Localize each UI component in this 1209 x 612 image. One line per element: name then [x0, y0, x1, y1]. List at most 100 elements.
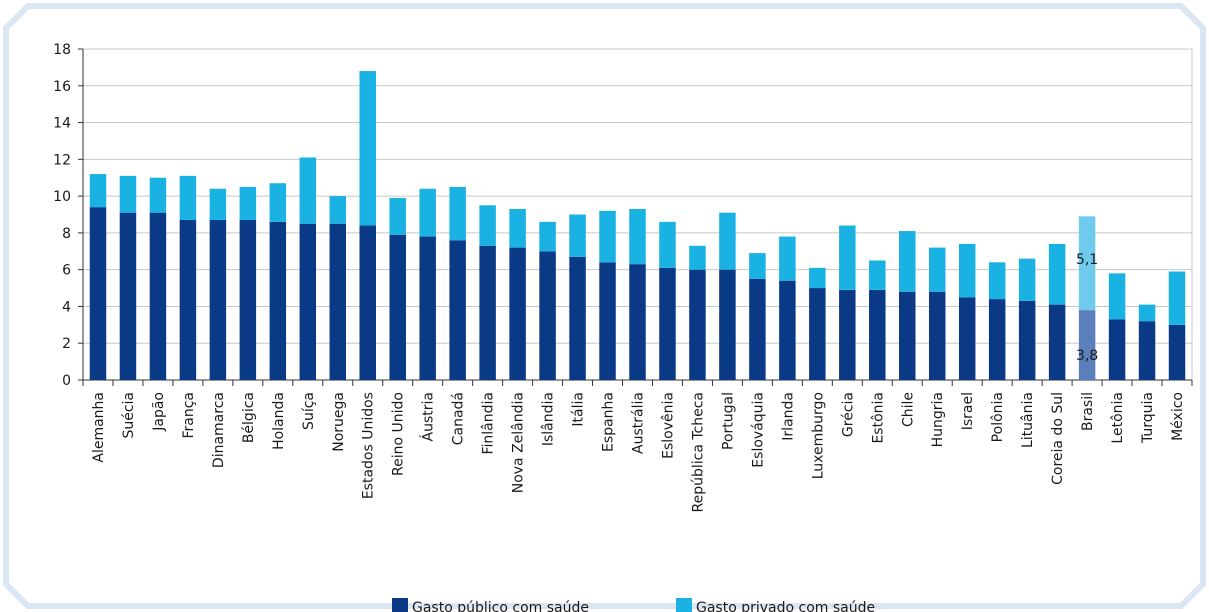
x-tick-label: Estados Unidos — [361, 392, 377, 499]
x-tick-label: Irlanda — [780, 392, 796, 441]
legend-swatch-private — [676, 598, 692, 612]
bar-private-6 — [269, 183, 287, 222]
x-tick-label: Brasil — [1080, 392, 1096, 431]
x-tick-label: Islândia — [541, 392, 557, 446]
x-tick-label: México — [1170, 392, 1186, 441]
bar-private-26 — [869, 260, 886, 290]
bar-public-1 — [119, 212, 137, 380]
bar-private-3 — [179, 175, 197, 221]
x-tick-label: França — [181, 392, 197, 439]
bar-public-26 — [869, 289, 886, 380]
x-tick-label: Bélgica — [241, 392, 257, 443]
bar-private-25 — [839, 225, 856, 290]
bar-public-21 — [719, 269, 736, 380]
bar-public-30 — [988, 299, 1006, 380]
x-tick-label: Japão — [151, 392, 167, 432]
bar-private-32 — [1048, 243, 1066, 305]
bar-private-11 — [419, 188, 436, 237]
bar-public-34 — [1108, 319, 1126, 380]
bar-private-4 — [209, 188, 227, 221]
bar-public-6 — [269, 221, 287, 380]
bar-private-27 — [899, 231, 916, 292]
bar-private-13 — [479, 205, 496, 246]
legend-label-private: Gasto privado com saúde — [696, 600, 875, 612]
x-tick-label: Turquia — [1140, 392, 1156, 444]
x-tick-label: Itália — [571, 392, 587, 427]
bar-public-16 — [569, 256, 586, 380]
y-tick-label: 10 — [53, 189, 71, 205]
bar-private-10 — [389, 197, 406, 235]
x-tick-label: Lituânia — [1020, 392, 1036, 448]
x-tick-label: Chile — [900, 392, 916, 427]
bar-private-35 — [1138, 304, 1156, 322]
bar-private-9 — [359, 71, 376, 226]
x-tick-label: Austrália — [631, 392, 647, 454]
bar-public-5 — [239, 220, 257, 380]
data-label-public-brasil: 3,8 — [1076, 348, 1098, 364]
data-label-private-brasil: 5,1 — [1076, 252, 1098, 268]
bar-public-35 — [1138, 321, 1156, 380]
x-tick-label: Alemanha — [91, 392, 107, 463]
bar-private-24 — [809, 267, 826, 289]
bar-public-11 — [419, 236, 436, 380]
y-tick-label: 6 — [62, 263, 71, 279]
bar-private-33 — [1078, 216, 1096, 311]
frame-border — [3, 3, 1206, 609]
bar-public-36 — [1168, 324, 1186, 380]
legend-label-public: Gasto público com saúde — [412, 600, 589, 612]
bar-private-34 — [1108, 273, 1126, 320]
bar-private-28 — [928, 247, 946, 292]
bar-private-8 — [329, 196, 347, 224]
x-tick-label: Reino Unido — [391, 392, 407, 476]
bar-private-30 — [988, 262, 1006, 300]
bar-private-22 — [749, 253, 766, 279]
y-tick-label: 18 — [53, 42, 71, 58]
y-tick-label: 4 — [62, 299, 71, 315]
labels: Alemanha Suécia Japão França Dinamarca Bélgic… — [91, 252, 1186, 512]
bar-public-24 — [809, 288, 826, 380]
x-tick-label: Letônia — [1110, 392, 1126, 444]
y-tick-label: 16 — [53, 79, 71, 95]
x-tick-label: Coreia do Sul — [1050, 392, 1066, 485]
x-tick-label: Holanda — [271, 392, 287, 450]
x-tick-label: Hungria — [930, 392, 946, 447]
x-tick-label: Áustria — [420, 392, 437, 441]
bar-public-2 — [149, 212, 167, 380]
bar-private-21 — [719, 212, 736, 270]
legend: Gasto público com saúde Gasto privado co… — [392, 598, 875, 612]
bars — [89, 71, 1186, 380]
bar-public-15 — [539, 251, 556, 380]
bar-public-28 — [928, 291, 946, 380]
x-tick-label: Estônia — [870, 392, 886, 444]
x-tick-label: Dinamarca — [211, 392, 227, 468]
bar-private-18 — [629, 208, 646, 265]
bar-public-3 — [179, 220, 197, 380]
x-tick-label: Grécia — [840, 392, 856, 437]
bar-private-31 — [1018, 258, 1036, 301]
bar-public-19 — [659, 267, 676, 380]
y-tick-label: 12 — [53, 152, 71, 168]
bar-private-17 — [599, 210, 616, 263]
bar-private-19 — [659, 221, 676, 268]
x-tick-label: Suécia — [121, 392, 137, 439]
x-tick-label: Finlândia — [481, 392, 497, 455]
bar-public-20 — [689, 269, 706, 380]
bar-public-0 — [89, 207, 107, 380]
x-tick-label: República Tcheca — [690, 392, 706, 513]
x-tick-label: Israel — [960, 392, 976, 430]
bar-public-31 — [1018, 300, 1036, 380]
bar-private-7 — [299, 157, 317, 224]
bar-public-18 — [629, 264, 646, 380]
x-tick-label: Eslovênia — [660, 392, 676, 459]
bar-private-15 — [539, 221, 556, 252]
bar-public-27 — [899, 291, 916, 380]
bar-public-10 — [389, 234, 406, 380]
x-tick-label: Noruega — [331, 392, 347, 452]
bar-public-9 — [359, 225, 376, 380]
bar-private-1 — [119, 175, 137, 213]
bar-public-29 — [958, 297, 976, 380]
x-tick-label: Luxemburgo — [810, 392, 826, 479]
x-tick-label: Espanha — [601, 392, 617, 452]
